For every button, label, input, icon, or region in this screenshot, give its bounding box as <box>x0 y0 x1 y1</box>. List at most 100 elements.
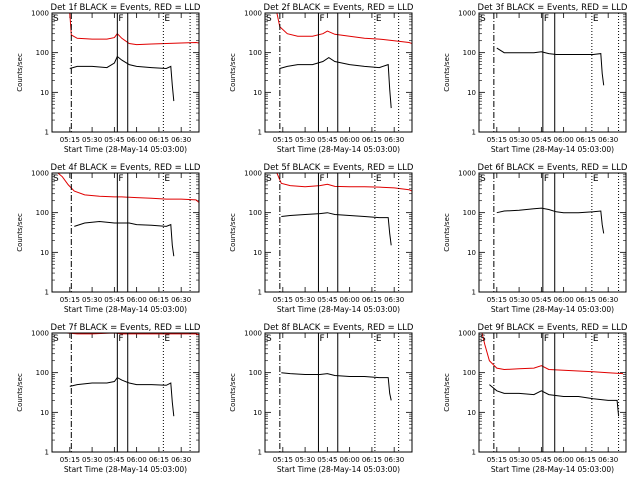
x-axis-label: Start Time (28-May-14 05:03:00) <box>277 465 400 474</box>
y-tick-label: 1000 <box>244 10 262 18</box>
x-tick-label: 05:45 <box>317 456 337 464</box>
series-events-line <box>74 220 175 257</box>
y-tick-label: 100 <box>463 209 476 217</box>
y-axis-label: Counts/sec <box>443 53 451 92</box>
y-tick-label: 100 <box>249 49 262 57</box>
y-tick-label: 100 <box>463 49 476 57</box>
x-tick-label: 05:15 <box>487 296 507 304</box>
time-marker-label: E <box>593 334 599 344</box>
x-axis-label: Start Time (28-May-14 05:03:00) <box>64 145 187 154</box>
x-axis-label: Start Time (28-May-14 05:03:00) <box>277 305 400 314</box>
plot-frame <box>51 172 200 293</box>
x-tick-label: 05:15 <box>60 456 80 464</box>
y-tick-label: 10 <box>253 249 262 257</box>
plot-frame <box>51 12 200 133</box>
y-tick-label: 10 <box>40 249 49 257</box>
y-tick-label: 100 <box>463 369 476 377</box>
y-tick-label: 10 <box>40 409 49 417</box>
detector-panel-4: Det 4f BLACK = Events, RED = LLD Counts/s… <box>16 163 201 314</box>
x-tick-label: 05:45 <box>104 296 124 304</box>
y-tick-label: 10 <box>467 89 476 97</box>
time-marker-label: F <box>118 174 123 184</box>
plot-frame <box>51 332 200 453</box>
time-marker-label: S <box>53 14 59 24</box>
x-axis-label: Start Time (28-May-14 05:03:00) <box>491 465 614 474</box>
y-tick-label: 1 <box>45 129 49 137</box>
detector-panel-6: Det 6f BLACK = Events, RED = LLD Counts/s… <box>443 163 628 314</box>
y-tick-label: 10 <box>253 89 262 97</box>
series-events-line <box>279 57 392 109</box>
x-tick-label: 06:30 <box>384 136 404 144</box>
x-axis-label: Start Time (28-May-14 05:03:00) <box>277 145 400 154</box>
x-tick-label: 06:00 <box>554 296 574 304</box>
x-tick-label: 06:15 <box>362 456 382 464</box>
x-tick-label: 05:45 <box>104 456 124 464</box>
x-tick-label: 05:30 <box>509 296 529 304</box>
series-lld-line <box>481 333 624 375</box>
time-marker-label: E <box>164 14 170 24</box>
series-lld-line <box>276 13 412 44</box>
x-tick-label: 05:30 <box>82 456 102 464</box>
x-tick-label: 06:30 <box>171 296 191 304</box>
y-tick-label: 1 <box>472 289 476 297</box>
series-events-line <box>489 384 620 417</box>
x-tick-label: 05:45 <box>104 136 124 144</box>
x-tick-label: 05:30 <box>295 136 315 144</box>
x-tick-label: 06:15 <box>149 136 169 144</box>
panel-title: Det 6f BLACK = Events, RED = LLD <box>478 163 628 173</box>
time-marker-label: E <box>593 14 599 24</box>
x-tick-label: 06:15 <box>576 296 596 304</box>
time-marker-label: S <box>266 174 272 184</box>
time-marker-label: F <box>319 174 324 184</box>
time-marker-label: S <box>266 334 272 344</box>
detector-panel-3: Det 3f BLACK = Events, RED = LLD Counts/s… <box>443 3 628 154</box>
y-tick-label: 1000 <box>458 170 476 178</box>
series-lld-line <box>276 173 412 192</box>
x-axis-label: Start Time (28-May-14 05:03:00) <box>64 305 187 314</box>
y-axis-label: Counts/sec <box>16 53 24 92</box>
x-tick-label: 06:30 <box>171 136 191 144</box>
detector-panel-8: Det 8f BLACK = Events, RED = LLD Counts/s… <box>229 323 414 474</box>
x-tick-label: 05:45 <box>531 296 551 304</box>
x-axis-label: Start Time (28-May-14 05:03:00) <box>491 145 614 154</box>
panel-title: Det 4f BLACK = Events, RED = LLD <box>51 163 201 173</box>
x-tick-label: 06:00 <box>340 136 360 144</box>
x-tick-label: 05:30 <box>82 296 102 304</box>
x-tick-label: 06:00 <box>127 136 147 144</box>
plot-frame <box>478 12 627 133</box>
series-events-line <box>69 55 175 102</box>
y-axis-label: Counts/sec <box>443 213 451 252</box>
x-tick-label: 06:15 <box>362 136 382 144</box>
series-lld-line <box>57 173 199 203</box>
y-axis-label: Counts/sec <box>443 373 451 412</box>
x-tick-label: 06:00 <box>554 456 574 464</box>
time-marker-label: F <box>544 174 549 184</box>
time-marker-label: F <box>544 14 549 24</box>
x-tick-label: 06:15 <box>362 296 382 304</box>
panel-title: Det 7f BLACK = Events, RED = LLD <box>51 323 201 333</box>
x-tick-label: 06:00 <box>340 296 360 304</box>
y-tick-label: 1 <box>258 449 262 457</box>
y-tick-label: 1 <box>45 289 49 297</box>
x-tick-label: 05:45 <box>531 136 551 144</box>
y-tick-label: 1 <box>472 449 476 457</box>
y-tick-label: 100 <box>249 369 262 377</box>
y-tick-label: 100 <box>36 369 49 377</box>
y-tick-label: 1 <box>472 129 476 137</box>
x-tick-label: 05:15 <box>487 136 507 144</box>
time-marker-label: S <box>53 334 59 344</box>
y-axis-label: Counts/sec <box>229 53 237 92</box>
x-tick-label: 05:15 <box>60 136 80 144</box>
time-marker-label: F <box>118 334 123 344</box>
detector-panel-7: Det 7f BLACK = Events, RED = LLD Counts/s… <box>16 323 201 474</box>
y-tick-label: 1 <box>258 289 262 297</box>
y-tick-label: 10 <box>253 409 262 417</box>
x-tick-label: 05:15 <box>487 456 507 464</box>
y-tick-label: 1000 <box>31 330 49 338</box>
time-marker-label: E <box>376 14 382 24</box>
x-tick-label: 05:15 <box>273 136 293 144</box>
time-marker-label: E <box>164 334 170 344</box>
time-marker-label: E <box>376 174 382 184</box>
x-axis-label: Start Time (28-May-14 05:03:00) <box>491 305 614 314</box>
y-tick-label: 10 <box>40 89 49 97</box>
